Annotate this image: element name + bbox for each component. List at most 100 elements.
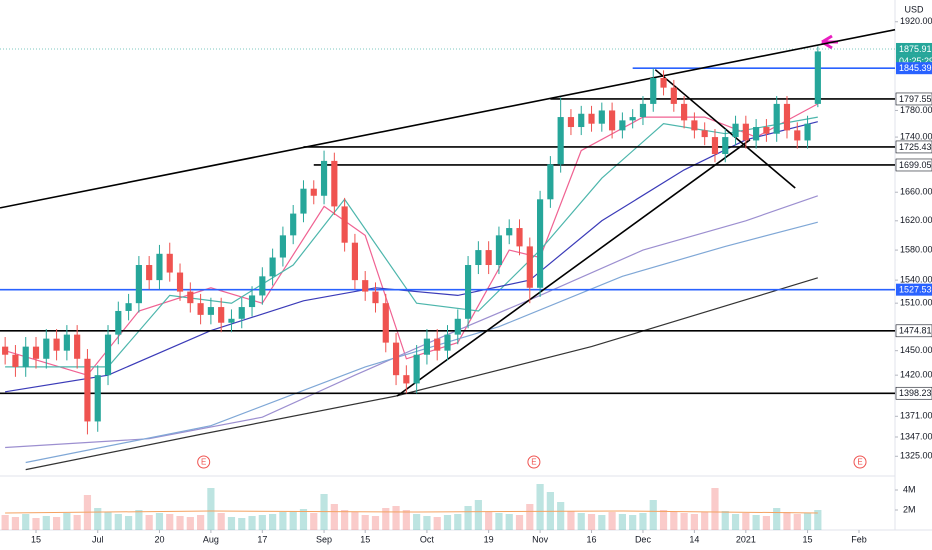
volume-bar	[577, 513, 585, 530]
candle-body	[2, 346, 9, 355]
candle-body	[588, 113, 595, 124]
candle-body	[763, 127, 770, 134]
candle-body	[12, 354, 19, 367]
y-tick-label: 1371.00	[900, 411, 932, 421]
candle-body	[434, 338, 441, 351]
volume-bar	[464, 506, 472, 530]
candle-body	[464, 265, 472, 319]
volume-bar	[382, 508, 390, 530]
event-label: E	[857, 458, 862, 467]
volume-bar	[639, 513, 647, 530]
currency-label: USD	[904, 4, 924, 14]
volume-bar	[536, 484, 544, 530]
volume-bar	[269, 514, 277, 530]
level-label-bg	[895, 386, 932, 400]
volume-bar	[217, 513, 225, 530]
volume-bar	[227, 517, 236, 530]
y-tick-label: 1580.00	[900, 244, 932, 254]
volume-bar	[515, 515, 524, 530]
candle-body	[300, 188, 307, 214]
y-tick-label: 1325.00	[900, 451, 932, 461]
candle-body	[485, 250, 492, 266]
volume-bar	[598, 515, 606, 530]
candle-body	[794, 130, 801, 141]
y-tick-label: 1920.00	[900, 16, 932, 26]
candle-body	[753, 127, 760, 141]
candle-body	[74, 334, 81, 359]
volume-bar	[361, 515, 369, 530]
volume-bar	[731, 514, 740, 530]
volume-bar	[793, 514, 801, 530]
candle-body	[660, 78, 667, 88]
level-label: 1845.39	[899, 63, 932, 73]
volume-bar	[299, 509, 308, 530]
candle-body	[187, 291, 194, 304]
candle-body	[598, 110, 605, 124]
candle-body	[413, 354, 420, 384]
candle-body	[537, 199, 544, 288]
volume-bar	[197, 515, 205, 530]
x-tick-label: 15	[803, 534, 813, 544]
candle-body	[423, 338, 431, 355]
volume-bar	[176, 516, 184, 530]
volume-bar	[248, 516, 256, 530]
volume-bar	[124, 516, 133, 530]
candle-body	[53, 338, 60, 351]
volume-bar	[42, 516, 50, 530]
volume-tick-label: 2M	[903, 504, 916, 514]
candle-body	[320, 160, 328, 196]
volume-bar	[690, 514, 698, 530]
candle-body	[578, 113, 585, 128]
y-tick-label: 1540.00	[900, 275, 932, 285]
level-label: 1527.53	[899, 285, 932, 295]
level-label: 1474.81	[899, 326, 932, 336]
candle-body	[701, 130, 708, 138]
volume-bar	[701, 512, 709, 530]
level-label-bg	[895, 140, 932, 154]
moving-average	[25, 221, 818, 464]
volume-bar	[402, 510, 410, 530]
candle-body	[526, 246, 533, 288]
candle-body	[382, 303, 389, 343]
candle-body	[218, 307, 225, 323]
volume-bar	[166, 514, 174, 530]
volume-bar	[454, 514, 462, 530]
candle-body	[84, 358, 91, 422]
moving-average	[5, 121, 818, 393]
volume-bar	[289, 511, 297, 530]
candle-body	[547, 164, 554, 200]
volume-bar	[371, 516, 380, 530]
volume-bar	[155, 513, 164, 530]
candle-body	[454, 318, 461, 335]
candle-body	[475, 250, 482, 266]
volume-bar	[505, 514, 513, 530]
volume-bar	[238, 518, 246, 530]
candle-body	[269, 257, 276, 277]
volume-bar	[783, 512, 791, 530]
volume-bar	[721, 511, 729, 530]
x-tick-label: Dec	[635, 534, 652, 544]
volume-bar	[587, 514, 596, 530]
candle-body	[629, 117, 636, 121]
moving-average	[5, 116, 818, 368]
moving-average	[4, 103, 819, 376]
volume-bar	[526, 504, 534, 530]
candle-body	[176, 272, 184, 292]
x-tick-label: 17	[257, 534, 267, 544]
level-label-bg	[896, 42, 932, 55]
x-tick-label: 14	[689, 534, 699, 544]
event-label: E	[201, 458, 206, 467]
level-label: 1699.05	[899, 160, 932, 170]
level-label-bg	[895, 324, 932, 338]
volume-bar	[433, 517, 441, 530]
candle-body	[557, 117, 564, 165]
candle-body	[279, 235, 286, 258]
volume-bar	[659, 510, 668, 530]
candle-body	[650, 78, 657, 104]
level-label: 1797.55	[899, 94, 932, 104]
volume-bar	[752, 515, 760, 530]
volume-bar	[803, 513, 812, 530]
candle-body	[773, 103, 780, 134]
volume-bar	[258, 515, 266, 530]
volume-bar	[567, 511, 575, 530]
